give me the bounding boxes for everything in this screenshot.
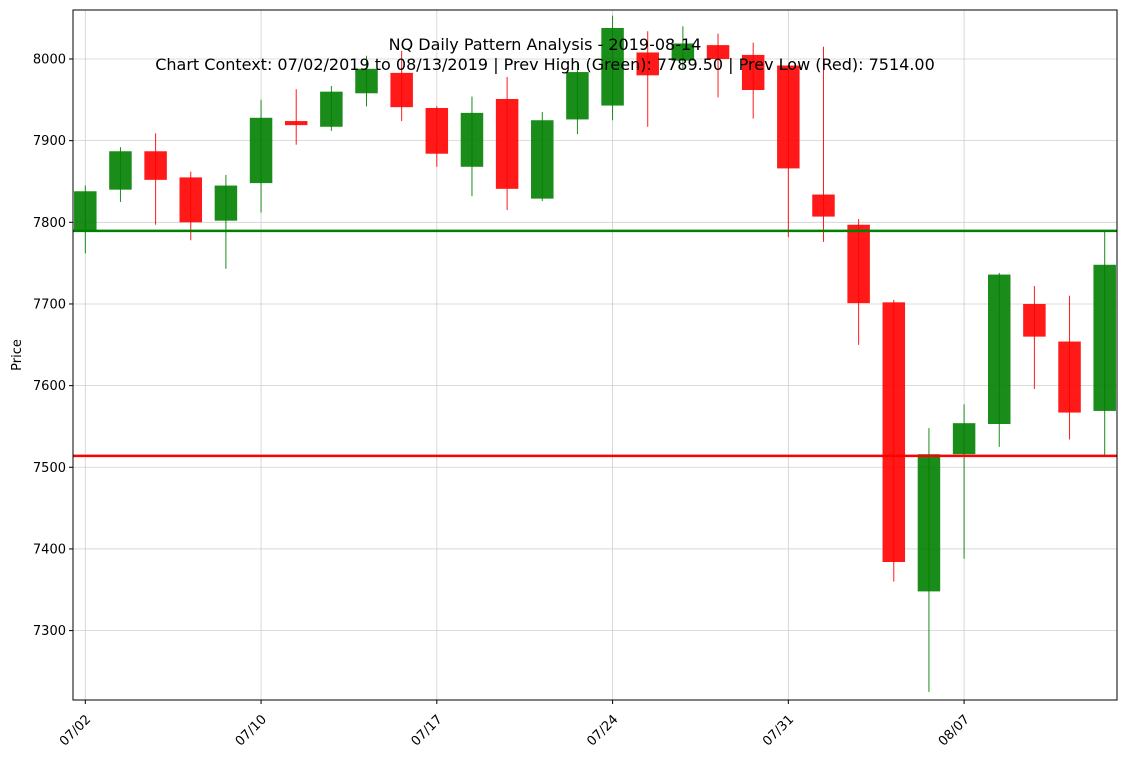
candle — [917, 428, 941, 692]
candle — [531, 112, 554, 202]
candle — [74, 185, 97, 254]
y-tick-label: 7600 — [33, 379, 66, 394]
candle — [601, 15, 624, 121]
candle — [495, 76, 519, 211]
candle-body — [812, 194, 835, 217]
candle-body — [1058, 341, 1081, 413]
candle — [777, 65, 800, 238]
candle — [179, 171, 203, 241]
candle-body — [671, 43, 695, 61]
candle-body — [425, 107, 449, 154]
candle — [741, 42, 765, 119]
candle-body — [636, 52, 659, 76]
plot-frame — [72, 9, 1118, 701]
candle-body — [214, 185, 238, 221]
reference-lines-layer — [73, 229, 1117, 458]
candle-body — [847, 224, 870, 304]
candle — [425, 106, 449, 167]
candle-body — [144, 151, 167, 180]
candle — [566, 63, 589, 135]
y-tick-label: 7500 — [33, 461, 66, 476]
chart-title: NQ Daily Pattern Analysis - 2019-08-14 — [389, 35, 702, 54]
candle — [355, 55, 378, 107]
candle — [671, 26, 695, 69]
candle — [847, 219, 870, 345]
candle-body — [1093, 264, 1116, 411]
candle-body — [355, 68, 378, 94]
y-axis-label: Price — [10, 339, 25, 371]
candle-body — [109, 151, 132, 190]
candle-body — [320, 91, 343, 127]
candle-body — [284, 121, 308, 126]
candle — [987, 272, 1011, 447]
candle-body — [741, 54, 765, 91]
candle-body — [882, 302, 906, 562]
candle — [460, 96, 484, 197]
candle — [1093, 231, 1116, 456]
candle-body — [495, 99, 519, 189]
candle — [812, 46, 835, 242]
candle-body — [460, 112, 484, 167]
candle — [706, 33, 730, 98]
candle — [390, 50, 413, 122]
y-tick-label: 7400 — [33, 542, 66, 557]
candle — [882, 299, 906, 582]
y-tick-label: 7700 — [33, 297, 66, 312]
candle-body — [917, 454, 941, 592]
y-tick-label: 7900 — [33, 134, 66, 149]
candle-body — [249, 117, 273, 184]
candle — [249, 99, 273, 213]
candle-body — [74, 191, 97, 231]
candle — [320, 85, 343, 131]
y-tick-label: 7800 — [33, 216, 66, 231]
candle-body — [566, 72, 589, 120]
candle-body — [987, 274, 1011, 424]
candle — [952, 404, 976, 559]
candle — [1058, 295, 1081, 440]
candle — [214, 174, 238, 269]
candle-body — [777, 65, 800, 169]
y-tick-label: 8000 — [33, 52, 66, 67]
candle-body — [179, 177, 203, 223]
candle — [144, 133, 167, 225]
candle-body — [952, 423, 976, 455]
candle — [109, 147, 132, 202]
candle-body — [706, 45, 730, 59]
candle — [636, 31, 659, 127]
candle — [1023, 286, 1046, 389]
candle-body — [531, 120, 554, 199]
chart-subtitle: Chart Context: 07/02/2019 to 08/13/2019 … — [155, 55, 935, 74]
candle-body — [1023, 303, 1046, 337]
candle-body — [390, 72, 413, 108]
candle-body — [601, 27, 624, 106]
candle-layer — [74, 15, 1116, 692]
candle — [284, 89, 308, 145]
y-tick-label: 7300 — [33, 624, 66, 639]
